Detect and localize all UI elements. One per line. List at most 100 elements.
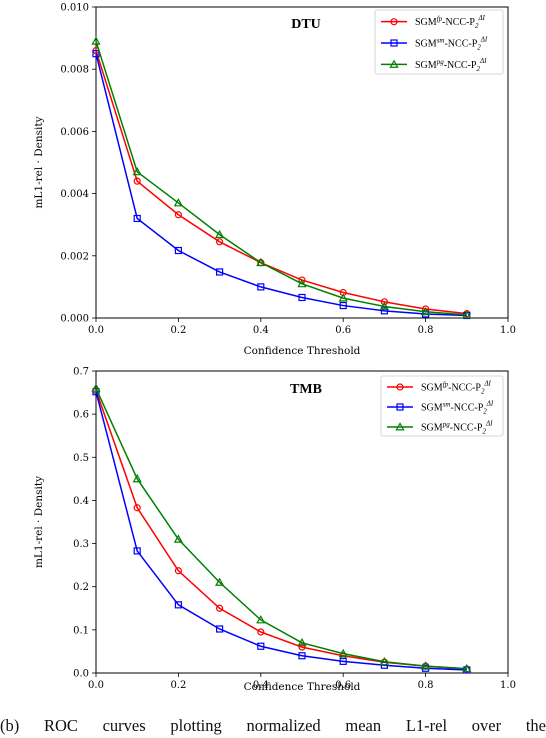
y-axis-label: mL1-rel · Density [33, 116, 45, 208]
marker-square [133, 547, 141, 555]
series-line [95, 50, 467, 315]
figure: 0.0 0.2 0.4 0.6 0.8 1.0 0.000 0.002 0.004 0.006 0.… [33, 3, 516, 694]
marker-square [380, 307, 388, 315]
marker-circle [174, 567, 182, 575]
chart-title: TMB [290, 382, 322, 397]
marker-circle [380, 298, 388, 306]
marker-square [396, 403, 404, 411]
marker-triangle [395, 422, 405, 431]
legend-box [380, 375, 504, 437]
marker-triangle [173, 534, 184, 543]
legend-label: SGMsm-NCC-P2ΔI [421, 400, 494, 416]
marker-triangle [214, 577, 225, 586]
y-tick-label: 0.4 [73, 496, 89, 507]
marker-square [339, 657, 347, 665]
legend: SGMfp-NCC-P2ΔI SGMsm-NCC-P2ΔI SGMpg-NCC-P2… [380, 375, 504, 437]
marker-triangle [297, 278, 307, 288]
marker-triangle [256, 257, 266, 267]
marker-triangle [338, 648, 348, 658]
marker-triangle [420, 661, 431, 670]
series-circle [92, 46, 471, 318]
x-tick-label: 0.8 [418, 325, 434, 336]
marker-triangle [338, 293, 348, 302]
marker-triangle [462, 310, 472, 319]
marker-triangle [379, 301, 390, 310]
marker-triangle [462, 663, 472, 673]
series-line [95, 391, 467, 671]
marker-square [174, 601, 182, 609]
legend-label: SGMpg-NCC-P2ΔI [421, 420, 493, 436]
y-tick-label: 0.004 [60, 189, 89, 200]
plot-frame [95, 370, 509, 674]
marker-circle [257, 628, 265, 636]
marker-square [133, 214, 141, 223]
marker-triangle [91, 383, 101, 392]
legend-label: SGMfp-NCC-P2ΔI [415, 14, 486, 30]
x-tick-label: 1.0 [500, 325, 516, 336]
legend: SGMfp-NCC-P2ΔI SGMsm-NCC-P2ΔI SGMpg-NCC-P2… [374, 9, 504, 75]
figure-caption: (b) ROC curves plotting normalized mean … [0, 716, 546, 735]
x-tick-label: 0.4 [253, 325, 269, 336]
legend-label: SGMpg-NCC-P2ΔI [415, 57, 487, 73]
y-tick-label: 0.2 [73, 582, 89, 593]
marker-square [257, 642, 265, 650]
marker-square [390, 39, 398, 47]
series-triangle [91, 383, 472, 673]
marker-square [92, 50, 100, 58]
legend-box [374, 9, 504, 75]
y-tick-label: 0.0 [73, 669, 89, 680]
legend-label: SGMfp-NCC-P2ΔI [421, 380, 492, 396]
marker-triangle [389, 59, 399, 68]
marker-circle [216, 604, 224, 612]
marker-triangle [91, 36, 101, 45]
y-tick-label: 0.3 [73, 539, 89, 550]
series-square [92, 50, 471, 320]
marker-circle [133, 504, 141, 512]
marker-triangle [132, 474, 142, 483]
x-axis-label: Confidence Threshold [244, 345, 361, 357]
x-tick-label: 0.0 [88, 680, 104, 691]
marker-triangle [379, 656, 390, 666]
marker-circle [298, 643, 306, 651]
x-tick-label: 0.0 [88, 325, 104, 336]
marker-circle [216, 238, 224, 246]
dtu-chart: 0.0 0.2 0.4 0.6 0.8 1.0 0.000 0.002 0.004 0.006 0.… [33, 3, 516, 358]
x-tick-label: 0.4 [253, 680, 269, 691]
y-tick-label: 0.010 [60, 3, 89, 14]
marker-square [298, 293, 306, 302]
y-tick-label: 0.000 [60, 314, 89, 325]
marker-square [339, 301, 347, 310]
marker-circle [396, 383, 404, 391]
y-tick-label: 0.002 [60, 251, 89, 262]
marker-square [298, 652, 306, 660]
marker-square [216, 625, 224, 633]
marker-triangle [420, 306, 431, 316]
marker-triangle [256, 615, 266, 624]
y-tick-label: 0.1 [73, 625, 89, 636]
marker-triangle [173, 198, 184, 207]
x-tick-label: 0.8 [418, 680, 434, 691]
y-tick-label: 0.006 [60, 127, 89, 138]
marker-circle [133, 177, 141, 185]
tmb-chart: 0.0 0.2 0.4 0.6 0.8 1.0 0.0 0.1 0.2 0.3 0.4 0.5 0.6 0… [33, 367, 516, 694]
marker-square [257, 283, 265, 291]
y-tick-label: 0.6 [73, 410, 89, 421]
x-tick-label: 1.0 [500, 680, 516, 691]
y-tick-label: 0.008 [60, 65, 89, 76]
marker-triangle [214, 229, 225, 239]
x-tick-label: 0.6 [335, 680, 351, 691]
series-triangle [91, 36, 472, 319]
plot-frame [95, 6, 509, 319]
series-line [95, 40, 467, 316]
x-axis-label: Confidence Threshold [244, 681, 361, 693]
marker-triangle [132, 166, 142, 176]
chart-title: DTU [291, 17, 321, 32]
y-axis-label: mL1-rel · Density [33, 476, 45, 568]
y-tick-label: 0.5 [73, 453, 89, 464]
legend-label: SGMsm-NCC-P2ΔI [415, 36, 488, 52]
marker-square [216, 268, 224, 276]
series-line [95, 53, 467, 317]
marker-circle [390, 18, 398, 26]
marker-square [174, 246, 182, 255]
x-tick-label: 0.2 [170, 680, 186, 691]
